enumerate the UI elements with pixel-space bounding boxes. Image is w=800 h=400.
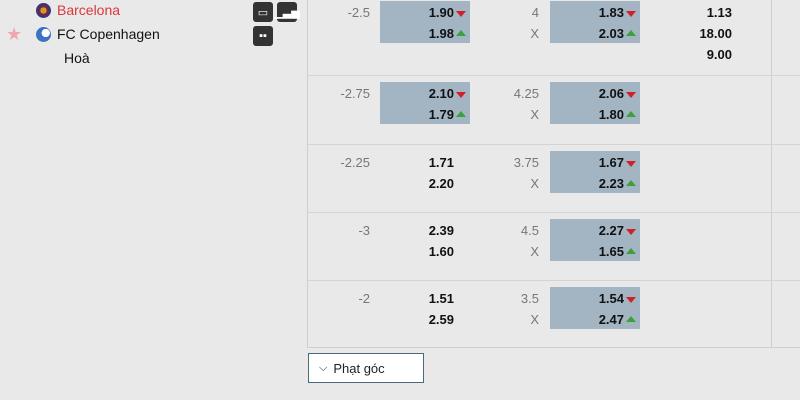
row-divider: [308, 280, 800, 281]
barcelona-logo-icon: [36, 2, 51, 18]
row-divider: [308, 144, 800, 145]
handicap-odd-2: 2.59: [428, 312, 454, 327]
handicap-odd-2: 2.20: [428, 176, 454, 191]
handicap-odds-box[interactable]: 1.71 2.20: [380, 151, 470, 193]
over-under-odds-box[interactable]: 1.83 2.03: [550, 1, 640, 43]
over-under-odds-box[interactable]: 1.67 2.23: [550, 151, 640, 193]
away-team[interactable]: FC Copenhagen: [36, 26, 160, 42]
arrow-down-icon: [456, 92, 466, 98]
over-under-odd-1: 1.83: [598, 5, 624, 20]
1x2-odd[interactable]: 9.00: [706, 47, 732, 62]
over-under-line: 3.75: [513, 155, 539, 170]
handicap-line: -2.25: [340, 155, 370, 170]
1x2-odd[interactable]: 1.13: [706, 5, 732, 20]
handicap-odds-box[interactable]: 1.90 1.98: [380, 1, 470, 43]
handicap-line: -2.75: [340, 86, 370, 101]
over-under-odd-2: 2.03: [598, 26, 624, 41]
handicap-odd-1: 1.71: [428, 155, 454, 170]
over-under-line: 4.5: [520, 223, 539, 238]
star-icon[interactable]: ★: [6, 24, 23, 44]
handicap-odds-box[interactable]: 2.39 1.60: [380, 219, 470, 261]
arrow-up-icon: [626, 111, 636, 117]
arrow-down-icon: [626, 92, 636, 98]
arrow-up-icon: [456, 30, 466, 36]
over-under-odd-1: 2.06: [598, 86, 624, 101]
over-under-odd-2: 1.65: [598, 244, 624, 259]
over-under-line: 4.25: [513, 86, 539, 101]
chevron-down-icon: ⌵: [319, 361, 328, 374]
1x2-odd[interactable]: 18.00: [699, 26, 732, 41]
tv-icon[interactable]: ▭: [253, 2, 273, 22]
arrow-down-icon: [626, 229, 636, 235]
handicap-odd-1: 2.39: [428, 223, 454, 238]
over-under-line: 3.5: [520, 291, 539, 306]
over-under-odd-2: 2.47: [598, 312, 624, 327]
handicap-odd-1: 1.51: [428, 291, 454, 306]
copenhagen-logo-icon: [36, 26, 51, 42]
arrow-up-icon: [456, 111, 466, 117]
over-under-odd-1: 1.67: [598, 155, 624, 170]
over-under-x: X: [530, 176, 539, 191]
handicap-odds-box[interactable]: 1.51 2.59: [380, 287, 470, 329]
lineup-icon[interactable]: ▪▪: [253, 26, 273, 46]
over-under-odd-2: 2.23: [598, 176, 624, 191]
handicap-odds-box[interactable]: 2.10 1.79: [380, 82, 470, 124]
over-under-x: X: [530, 26, 539, 41]
arrow-up-icon: [626, 316, 636, 322]
column-divider: [771, 0, 772, 348]
arrow-up-icon: [626, 30, 636, 36]
handicap-odd-1: 1.90: [428, 5, 454, 20]
over-under-odd-1: 1.54: [598, 291, 624, 306]
handicap-odd-2: 1.98: [428, 26, 454, 41]
arrow-down-icon: [626, 11, 636, 17]
arrow-up-icon: [626, 180, 636, 186]
over-under-odd-2: 1.80: [598, 107, 624, 122]
away-team-name: FC Copenhagen: [57, 26, 160, 42]
home-team-name: Barcelona: [57, 2, 121, 18]
home-team[interactable]: Barcelona: [36, 2, 120, 18]
handicap-odd-1: 2.10: [428, 86, 454, 101]
arrow-up-icon: [626, 248, 636, 254]
handicap-odd-2: 1.60: [428, 244, 454, 259]
over-under-x: X: [530, 244, 539, 259]
handicap-line: -3: [358, 223, 370, 238]
over-under-line: 4: [531, 5, 539, 20]
handicap-odd-2: 1.79: [428, 107, 454, 122]
over-under-odds-box[interactable]: 2.27 1.65: [550, 219, 640, 261]
over-under-odds-box[interactable]: 2.06 1.80: [550, 82, 640, 124]
over-under-x: X: [530, 107, 539, 122]
handicap-line: -2: [358, 291, 370, 306]
over-under-odds-box[interactable]: 1.54 2.47: [550, 287, 640, 329]
row-divider: [308, 212, 800, 213]
stats-icon[interactable]: ▁▃▅: [274, 2, 300, 22]
over-under-x: X: [530, 312, 539, 327]
odds-table: [307, 0, 800, 348]
draw-label: Hoà: [64, 50, 90, 66]
arrow-down-icon: [626, 297, 636, 303]
corner-kicks-button[interactable]: ⌵ Phạt góc: [308, 353, 424, 383]
handicap-line: -2.5: [347, 5, 370, 20]
row-divider: [308, 75, 800, 76]
arrow-down-icon: [626, 161, 636, 167]
over-under-odd-1: 2.27: [598, 223, 624, 238]
corner-kicks-label: Phạt góc: [333, 360, 385, 376]
arrow-down-icon: [456, 11, 466, 17]
